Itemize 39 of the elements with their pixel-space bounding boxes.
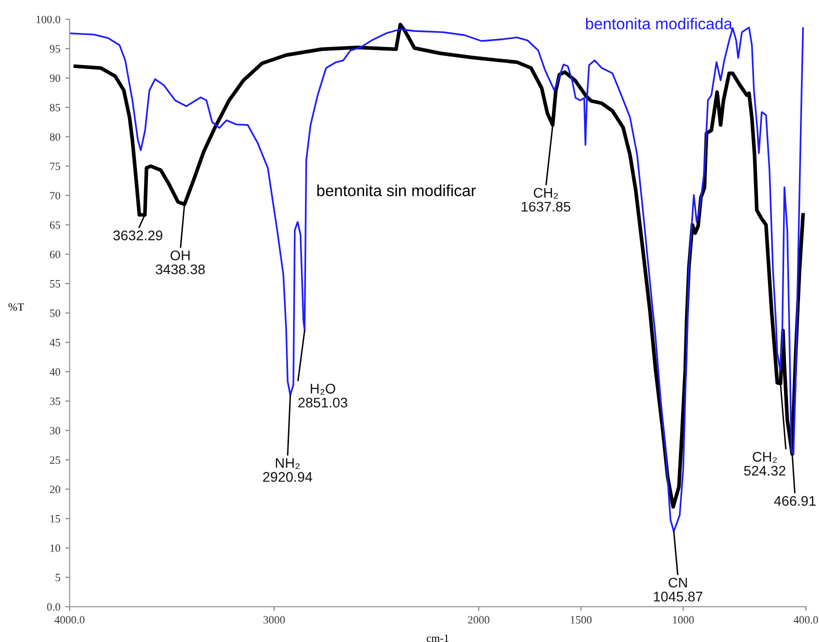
y-tick-label: 90	[50, 74, 60, 82]
y-tick-label: 20	[50, 486, 60, 494]
y-axis-title: %T	[8, 303, 24, 311]
y-tick-label: 100.0	[36, 16, 60, 24]
text: bentonita sin modificar	[317, 184, 476, 196]
y-tick-label: 70	[50, 192, 60, 200]
x-tick-label: 1000	[673, 616, 694, 624]
series-label: bentonita modificada	[586, 18, 732, 30]
x-tick-label: 400.0	[794, 616, 818, 624]
y-tick-label: 65	[50, 221, 60, 229]
annotation: CN 1045.87	[654, 578, 702, 602]
y-tick-label: 75	[50, 162, 60, 170]
annotation: 3632.29	[113, 230, 162, 240]
y-tick-label: 5	[56, 574, 60, 582]
y-tick-label: 80	[50, 133, 60, 141]
y-tick-label: 30	[50, 426, 60, 434]
x-tick-label: 4000.0	[54, 616, 84, 624]
y-tick-label: 10	[50, 544, 60, 552]
annotation: CH₂ 1637.85	[522, 188, 570, 212]
annotation: H₂O 2851.03	[298, 384, 348, 408]
annotation: OH 3438.38	[156, 250, 205, 274]
annotation: 466.91	[774, 496, 816, 506]
annotation: CH₂ 524.32	[744, 452, 786, 476]
y-tick-label: 55	[50, 280, 60, 288]
y-tick-label: 0.0	[47, 603, 60, 611]
y-tick-label: 45	[50, 338, 60, 346]
y-tick-label: 15	[50, 515, 60, 523]
y-tick-label: 95	[50, 45, 60, 53]
y-tick-label: 25	[50, 456, 60, 464]
y-tick-label: 60	[50, 250, 60, 258]
y-tick-label: 40	[50, 368, 60, 376]
x-tick-label: 2000	[468, 616, 490, 624]
x-tick-label: 1500	[570, 616, 592, 624]
y-tick-label: 85	[50, 104, 60, 112]
x-axis-title: cm-1	[426, 634, 449, 642]
y-tick-label: 35	[50, 398, 60, 406]
annotation: NH₂ 2920.94	[263, 458, 312, 482]
y-tick-label: 50	[50, 309, 60, 317]
x-tick-label: 3000	[264, 616, 285, 624]
